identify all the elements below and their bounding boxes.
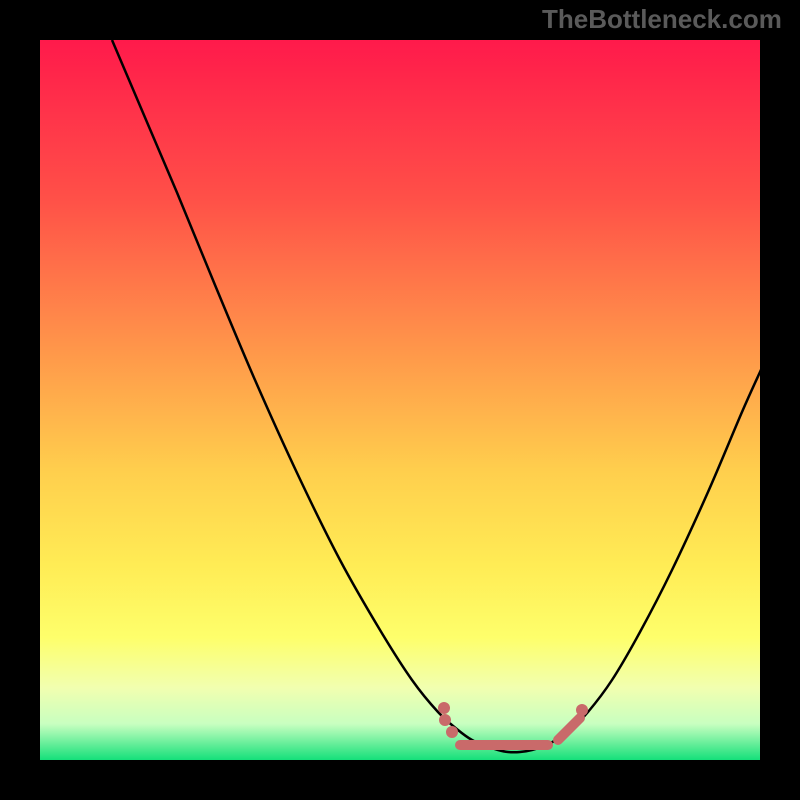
marker-dot (438, 702, 450, 714)
watermark-text: TheBottleneck.com (542, 4, 782, 35)
chart-svg (40, 40, 760, 760)
marker-dot (439, 714, 451, 726)
bottleneck-chart (40, 40, 760, 760)
marker-dot (576, 704, 588, 716)
gradient-background (40, 40, 760, 760)
stage: TheBottleneck.com (0, 0, 800, 800)
marker-dot (446, 726, 458, 738)
